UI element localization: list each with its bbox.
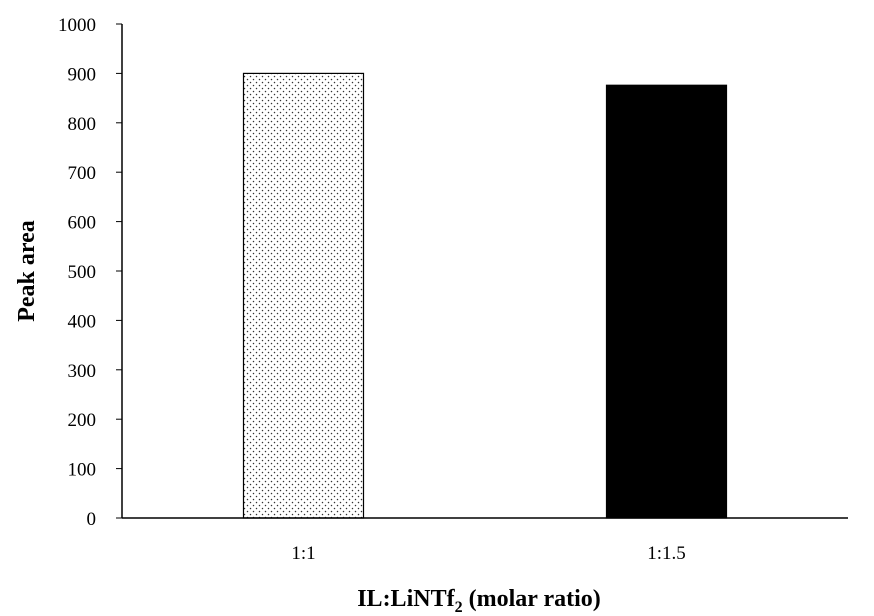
y-axis-title: Peak area (14, 220, 40, 322)
x-axis-title: IL:LiNTf2 (molar ratio) (357, 586, 601, 616)
bars (242, 72, 728, 519)
y-tick-label: 600 (68, 213, 97, 234)
x-tick-label: 1:1 (291, 543, 315, 564)
bar-2 (605, 84, 728, 519)
x-axis-title-main: IL:LiNTf (357, 586, 455, 612)
y-tick-label: 800 (68, 114, 97, 135)
y-tick-label: 1000 (58, 15, 96, 36)
y-axis-ticks: 0 100 200 300 400 500 600 700 800 900 1000 (58, 15, 122, 530)
y-tick-label: 100 (68, 460, 97, 481)
bar-1 (242, 72, 365, 519)
x-axis-tick-labels: 1:1 1:1.5 (291, 543, 685, 564)
y-tick-label: 400 (68, 311, 97, 332)
y-tick-label: 200 (68, 410, 97, 431)
y-tick-label: 0 (87, 509, 97, 530)
y-tick-label: 300 (68, 361, 97, 382)
y-tick-label: 700 (68, 163, 97, 184)
y-tick-label: 500 (68, 262, 97, 283)
x-tick-label: 1:1.5 (647, 543, 686, 564)
y-tick-label: 900 (68, 64, 97, 85)
x-axis-title-subscript: 2 (455, 599, 463, 616)
x-axis-title-suffix: (molar ratio) (463, 586, 601, 612)
